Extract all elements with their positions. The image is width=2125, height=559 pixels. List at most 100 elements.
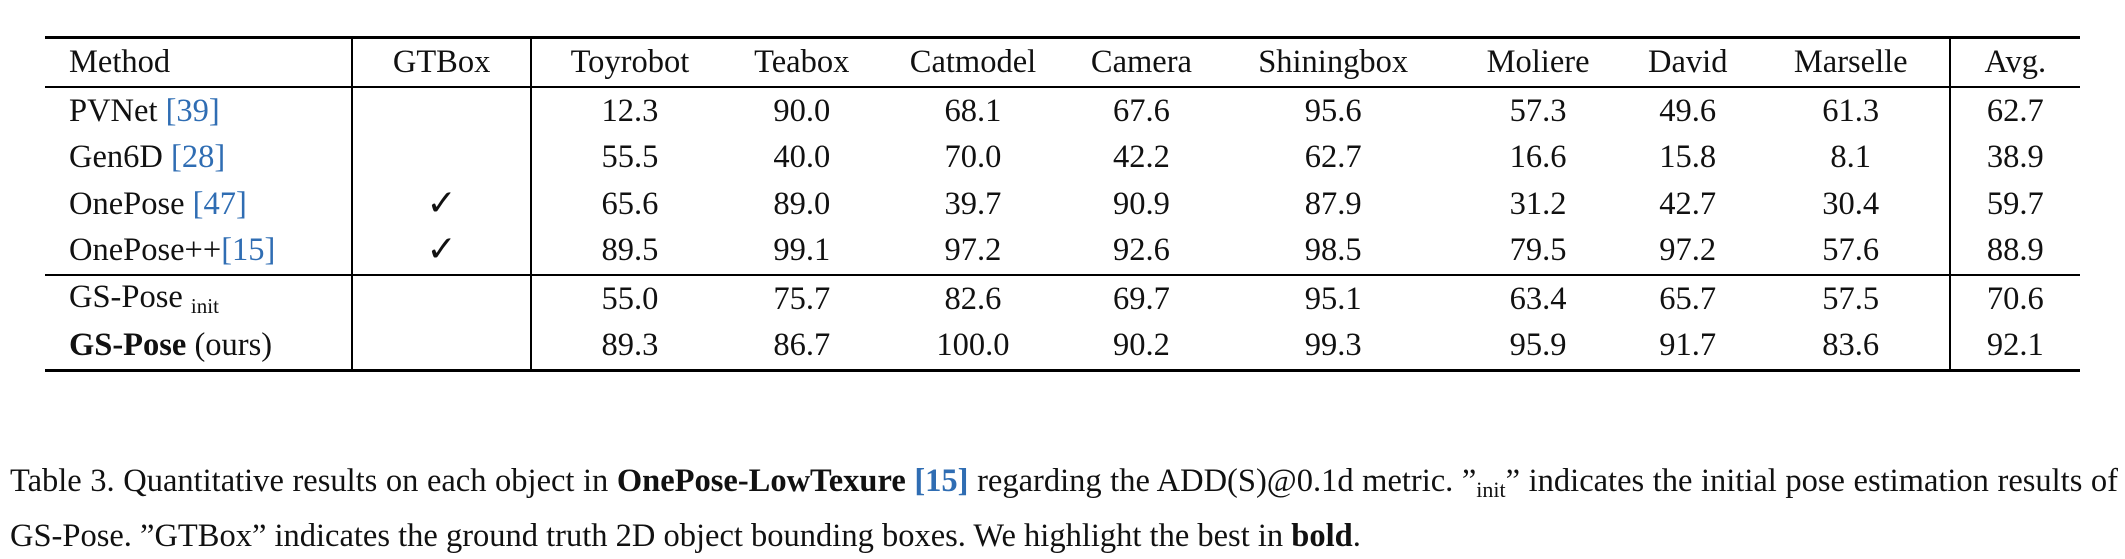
avg-cell: 38.9 (1986, 139, 2044, 175)
header-avg: Avg. (1984, 44, 2047, 80)
avg-cell: 62.7 (1986, 92, 2044, 129)
table-row: GS-Pose (ours) 89.3 86.7 100.0 90.2 99.3… (45, 322, 2080, 370)
header-moliere: Moliere (1486, 44, 1590, 80)
value-cell-best: 92.6 (1113, 232, 1170, 268)
method-cell: OnePose [47] (45, 180, 354, 227)
avg-cell: 88.9 (1986, 232, 2044, 268)
value-cell: 87.9 (1304, 185, 1362, 222)
value-cell: 68.1 (944, 92, 1002, 129)
value-cell: 15.8 (1659, 139, 1717, 175)
checkmark-icon: ✓ (352, 227, 533, 275)
method-cell: OnePose++[15] (45, 227, 354, 275)
table-row: Gen6D [28] 55.5 40.0 70.0 42.2 62.7 16.6… (45, 134, 2080, 181)
caption-citation-link[interactable]: [15] (914, 463, 969, 499)
avg-cell-best: 92.1 (1986, 327, 2044, 363)
method-name: OnePose (69, 185, 193, 222)
value-cell: 12.3 (601, 92, 659, 129)
citation-link[interactable]: [28] (171, 139, 226, 175)
citation-link[interactable]: [39] (165, 92, 220, 129)
header-teabox: Teabox (754, 44, 850, 80)
table-caption: Table 3. Quantitative results on each ob… (10, 458, 2118, 559)
value-cell: 62.7 (1304, 139, 1362, 175)
citation-link[interactable]: [15] (221, 232, 276, 268)
value-cell: 97.2 (944, 232, 1002, 268)
value-cell: 95.1 (1304, 280, 1362, 317)
value-cell: 67.6 (1113, 92, 1170, 129)
value-cell: 90.0 (773, 92, 831, 129)
caption-text: Table 3. Quantitative results on each ob… (10, 463, 617, 499)
header-shiningbox: Shiningbox (1258, 44, 1409, 80)
value-cell: 63.4 (1509, 280, 1567, 317)
gtbox-cell (352, 322, 533, 370)
citation-link[interactable]: [47] (192, 185, 247, 222)
value-cell-best: 97.2 (1659, 232, 1717, 268)
value-cell: 57.3 (1509, 92, 1567, 129)
value-cell: 90.9 (1113, 185, 1170, 222)
method-name: GS-Pose (69, 327, 187, 363)
header-row: Method GTBox Toyrobot Teabox Catmodel Ca… (45, 37, 2080, 87)
header-david: David (1648, 44, 1728, 80)
value-cell-best: 89.5 (601, 232, 659, 268)
value-cell: 49.6 (1659, 92, 1717, 129)
value-cell: 89.3 (601, 327, 659, 363)
value-cell: 70.0 (944, 139, 1002, 175)
method-subscript: init (190, 293, 219, 318)
gtbox-cell (352, 86, 533, 134)
value-cell: 65.6 (601, 185, 659, 222)
value-cell: 98.5 (1304, 232, 1362, 268)
value-cell: 55.5 (601, 139, 659, 175)
header-toyrobot: Toyrobot (570, 44, 690, 80)
value-cell: 95.6 (1304, 92, 1362, 129)
method-name: OnePose++ (69, 232, 222, 268)
caption-text: ” indicates the initial pose estimation … (10, 463, 2118, 554)
gtbox-cell (352, 134, 533, 181)
value-cell: 39.7 (944, 185, 1002, 222)
value-cell: 57.5 (1752, 274, 1951, 322)
value-cell-best: 99.3 (1304, 327, 1362, 363)
value-cell: 90.2 (1113, 327, 1170, 363)
method-suffix: (ours) (186, 327, 273, 363)
header-gtbox: GTBox (352, 37, 533, 87)
header-camera: Camera (1090, 44, 1192, 80)
method-name: GS-Pose (69, 278, 191, 315)
method-cell: Gen6D [28] (45, 134, 354, 181)
value-cell: 40.0 (773, 139, 831, 175)
value-cell: 82.6 (944, 280, 1002, 317)
value-cell: 91.7 (1659, 327, 1717, 363)
caption-text: . (1352, 518, 1361, 554)
header-method: Method (45, 37, 354, 87)
caption-text: regarding the ADD(S)@0.1d metric. ” (968, 463, 1477, 499)
table-row: PVNet [39] 12.3 90.0 68.1 67.6 95.6 57.3… (45, 86, 2080, 134)
value-cell: 55.0 (601, 280, 659, 317)
value-cell-best: 100.0 (936, 327, 1010, 363)
results-table: Method GTBox Toyrobot Teabox Catmodel Ca… (45, 36, 2080, 372)
gtbox-cell (352, 274, 533, 322)
header-catmodel: Catmodel (909, 44, 1037, 80)
value-cell: 69.7 (1113, 280, 1170, 317)
value-cell: 42.7 (1659, 185, 1717, 222)
value-cell: 79.5 (1509, 232, 1567, 268)
value-cell-best: 83.6 (1752, 322, 1951, 370)
table-row: GS-Pose init 55.0 75.7 82.6 69.7 95.1 63… (45, 274, 2080, 322)
value-cell: 89.0 (773, 185, 831, 222)
value-cell: 16.6 (1509, 139, 1567, 175)
value-cell: 42.2 (1113, 139, 1170, 175)
checkmark-icon: ✓ (352, 180, 533, 227)
method-name: PVNet (69, 92, 166, 129)
value-cell: 30.4 (1752, 180, 1951, 227)
method-name: Gen6D (69, 139, 171, 175)
value-cell: 57.6 (1752, 227, 1951, 275)
avg-cell: 59.7 (1986, 185, 2044, 222)
header-marselle: Marselle (1752, 37, 1951, 87)
value-cell: 86.7 (773, 327, 831, 363)
value-cell: 61.3 (1752, 86, 1951, 134)
table-row: OnePose++[15] ✓ 89.5 99.1 97.2 92.6 98.5… (45, 227, 2080, 275)
avg-cell: 70.6 (1986, 280, 2044, 317)
value-cell-best: 99.1 (773, 232, 831, 268)
caption-subscript: init (1476, 477, 1506, 502)
method-cell: PVNet [39] (45, 86, 354, 134)
value-cell: 31.2 (1509, 185, 1567, 222)
table-row: OnePose [47] ✓ 65.6 89.0 39.7 90.9 87.9 … (45, 180, 2080, 227)
method-cell: GS-Pose init (45, 274, 354, 322)
value-cell: 8.1 (1752, 134, 1951, 181)
